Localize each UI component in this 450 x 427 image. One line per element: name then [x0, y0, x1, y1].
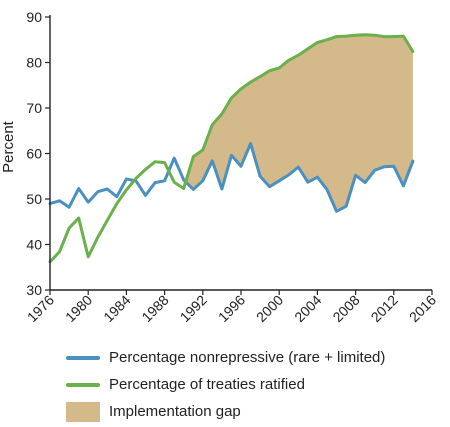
x-tick-label: 1980 [62, 292, 95, 325]
y-tick-label: 30 [26, 282, 42, 298]
series-line-treaties-ratified [48, 33, 415, 264]
legend-label-gap: Implementation gap [109, 403, 241, 420]
gap-area [183, 34, 413, 212]
legend-item-treaties: Percentage of treaties ratified [66, 371, 446, 398]
x-tick-label: 1992 [177, 292, 210, 325]
series-line-nonrepressive [48, 142, 415, 213]
legend: Percentage nonrepressive (rare + limited… [66, 344, 446, 425]
x-tick-label: 1988 [138, 292, 171, 325]
legend-label-nonrepressive: Percentage nonrepressive (rare + limited… [109, 349, 386, 366]
legend-item-nonrepressive: Percentage nonrepressive (rare + limited… [66, 344, 446, 371]
legend-item-gap: Implementation gap [66, 398, 446, 425]
implementation-gap-area [183, 34, 413, 212]
y-tick-labels: 30 40 50 60 70 80 90 [26, 9, 50, 298]
x-tick-label: 2004 [291, 292, 324, 325]
x-tick-label: 2016 [406, 292, 439, 325]
y-tick-label: 50 [26, 191, 42, 207]
x-tick-label: 1996 [215, 292, 248, 325]
y-tick-label: 70 [26, 100, 42, 116]
y-tick-label: 80 [26, 55, 42, 71]
x-tick-label: 2008 [329, 292, 362, 325]
legend-swatch-gap [66, 401, 100, 422]
series-lines [48, 33, 415, 264]
line-chart: 30 40 50 60 70 80 90 1976 1980 1984 1988 1992 1996 2… [0, 9, 439, 325]
x-tick-label: 2012 [368, 292, 401, 325]
y-tick-label: 90 [26, 9, 42, 25]
legend-swatch-nonrepressive [66, 355, 100, 360]
y-tick-label: 40 [26, 237, 42, 253]
y-axis-title: Percent [0, 120, 17, 173]
x-tick-label: 2000 [253, 292, 286, 325]
legend-label-treaties: Percentage of treaties ratified [109, 376, 305, 393]
legend-swatch-treaties [66, 382, 100, 387]
x-tick-labels: 1976 1980 1984 1988 1992 1996 2000 2004 2008 2012… [24, 290, 439, 325]
x-tick-label: 1984 [100, 292, 133, 325]
y-tick-label: 60 [26, 146, 42, 162]
